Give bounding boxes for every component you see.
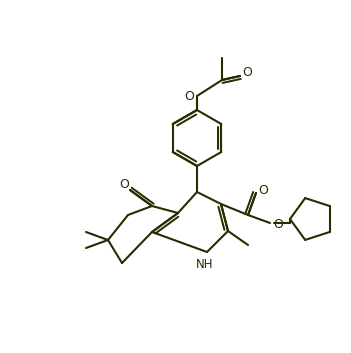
Text: O: O	[258, 184, 268, 197]
Text: O: O	[273, 219, 283, 232]
Text: O: O	[242, 66, 252, 79]
Text: O: O	[119, 179, 129, 191]
Text: NH: NH	[196, 257, 214, 270]
Text: O: O	[184, 90, 194, 102]
